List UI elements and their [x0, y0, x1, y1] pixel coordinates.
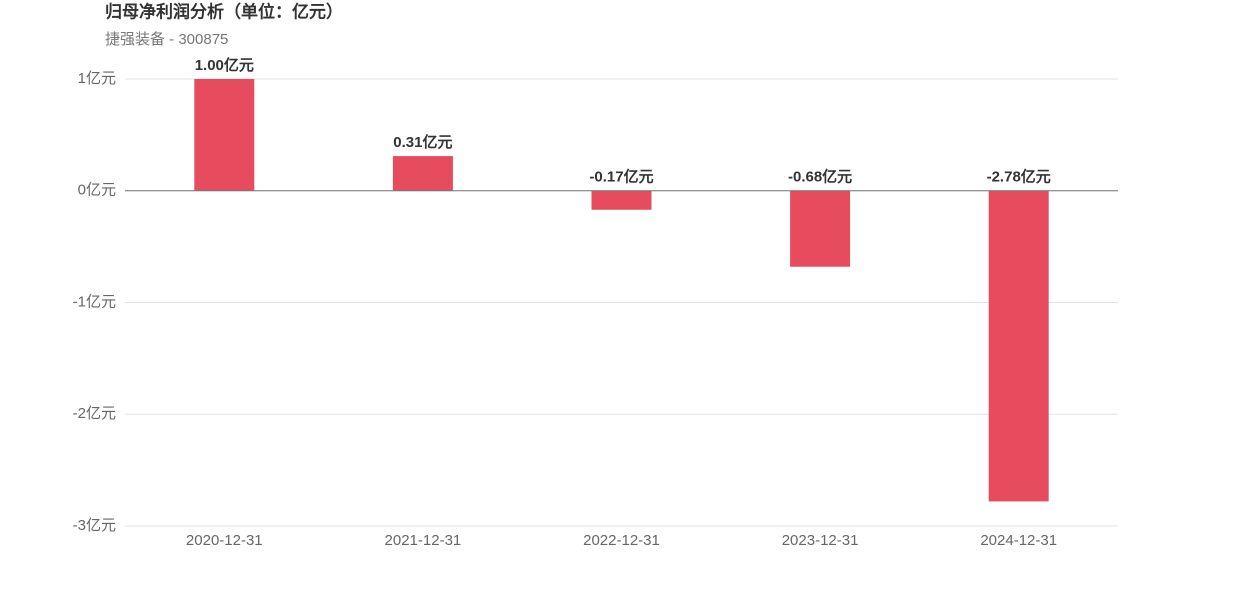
- value-label: 0.31亿元: [393, 133, 452, 151]
- value-label: -0.17亿元: [589, 168, 653, 186]
- y-tick-label: -1亿元: [73, 293, 116, 310]
- x-tick-label: 2020-12-31: [186, 532, 263, 549]
- bar: [591, 190, 652, 210]
- value-label: -2.78亿元: [987, 168, 1051, 186]
- x-tick-label: 2021-12-31: [385, 532, 462, 549]
- x-tick-label: 2024-12-31: [980, 532, 1057, 549]
- bar: [790, 190, 851, 267]
- value-label: -0.68亿元: [788, 168, 852, 186]
- y-tick-label: 0亿元: [78, 182, 116, 199]
- x-tick-label: 2022-12-31: [583, 532, 660, 549]
- chart-title: 归母净利润分析（单位：亿元）: [105, 1, 343, 21]
- bar: [988, 190, 1049, 502]
- x-tick-label: 2023-12-31: [782, 532, 859, 549]
- bar: [194, 79, 255, 191]
- value-label: 1.00亿元: [195, 56, 254, 74]
- y-tick-label: -2亿元: [73, 405, 116, 422]
- bar: [392, 156, 453, 191]
- chart-subtitle: 捷强装备 - 300875: [105, 31, 228, 48]
- y-tick-label: -3亿元: [73, 517, 116, 534]
- y-tick-label: 1亿元: [78, 70, 116, 87]
